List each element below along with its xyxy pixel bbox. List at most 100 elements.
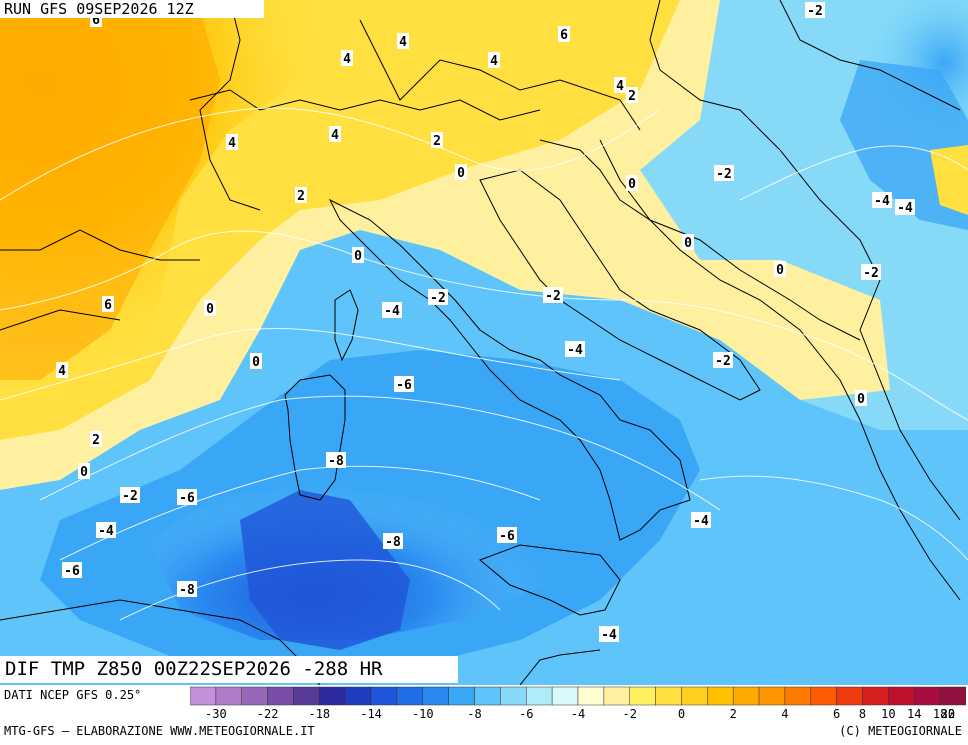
color-scale-tick: -10 xyxy=(411,707,434,721)
color-scale-tick: -6 xyxy=(519,707,534,721)
contour-label: -8 xyxy=(383,533,403,550)
color-scale-swatch xyxy=(190,686,217,706)
contour-label: 4 xyxy=(488,52,500,69)
svg-text:6: 6 xyxy=(92,13,100,28)
color-scale-tick: 0 xyxy=(677,707,686,721)
svg-text:0: 0 xyxy=(354,249,362,264)
isotherms xyxy=(0,107,968,621)
svg-text:4: 4 xyxy=(228,136,236,151)
svg-text:-4: -4 xyxy=(384,304,400,319)
contour-label: -4 xyxy=(895,199,915,216)
contour-label: -2 xyxy=(714,165,734,182)
color-scale-tick: 2 xyxy=(729,707,737,721)
color-scale-tick: -14 xyxy=(360,707,382,721)
contour-label: -4 xyxy=(96,522,116,539)
svg-text:-8: -8 xyxy=(385,535,401,550)
contour-label: 4 xyxy=(397,33,409,50)
svg-text:-6: -6 xyxy=(396,378,412,393)
color-scale-swatch xyxy=(655,686,682,706)
coldest-core xyxy=(240,490,410,650)
color-scale-tick: 22 xyxy=(940,707,956,721)
contour-label: 2 xyxy=(90,431,102,448)
source-label: DATI NCEP GFS 0.25° xyxy=(4,688,142,702)
contour-label: -2 xyxy=(428,289,448,306)
svg-text:-8: -8 xyxy=(328,454,344,469)
svg-text:4: 4 xyxy=(616,79,624,94)
color-scale-tick: 8 xyxy=(858,707,867,721)
color-scale-swatch xyxy=(681,686,708,706)
contour-label: -8 xyxy=(326,452,346,469)
contour-label: -8 xyxy=(177,581,197,598)
svg-text:-4: -4 xyxy=(693,514,709,529)
svg-text:0: 0 xyxy=(628,177,636,192)
contour-label: 4 xyxy=(329,126,341,143)
contour-label: 0 xyxy=(250,353,262,370)
svg-text:-2: -2 xyxy=(430,291,446,306)
contour-label: 0 xyxy=(855,390,867,407)
color-scale-swatch xyxy=(370,686,398,706)
contour-label: -6 xyxy=(62,562,82,579)
color-scale-swatch xyxy=(319,686,346,706)
svg-text:-2: -2 xyxy=(807,4,823,19)
color-scale-tick: 4 xyxy=(781,707,789,721)
svg-text:2: 2 xyxy=(433,134,441,149)
svg-text:-4: -4 xyxy=(601,628,617,643)
svg-text:-8: -8 xyxy=(179,583,195,598)
contour-label: -2 xyxy=(713,352,733,369)
contour-label: -4 xyxy=(872,192,892,209)
contour-label: -6 xyxy=(497,527,517,544)
color-scale xyxy=(190,686,966,706)
color-scale-swatch xyxy=(836,686,863,706)
svg-text:2: 2 xyxy=(92,433,100,448)
svg-text:0: 0 xyxy=(857,392,865,407)
contour-label: -2 xyxy=(861,264,881,281)
svg-text:2: 2 xyxy=(628,89,636,104)
svg-text:-4: -4 xyxy=(98,524,114,539)
color-scale-swatch xyxy=(862,686,889,706)
svg-text:0: 0 xyxy=(776,263,784,278)
footer-copyright: (C) METEOGIORNALE xyxy=(839,724,962,738)
color-scale-swatch xyxy=(732,686,760,706)
contour-label: 6 xyxy=(102,296,114,313)
svg-text:-2: -2 xyxy=(863,266,879,281)
contour-label: 4 xyxy=(226,134,238,151)
color-scale-swatch xyxy=(707,686,734,706)
contour-label: 4 xyxy=(614,77,626,94)
footer-credit: MTG-GFS — ELABORAZIONE WWW.METEOGIORNALE… xyxy=(4,724,315,738)
warm-core-orange xyxy=(0,10,220,380)
map-title: DIF TMP Z850 00Z22SEP2026 -288 HR xyxy=(0,656,458,683)
svg-text:-2: -2 xyxy=(715,354,731,369)
contour-label: -4 xyxy=(599,626,619,643)
svg-text:6: 6 xyxy=(560,28,568,43)
svg-text:0: 0 xyxy=(252,355,260,370)
color-scale-swatch xyxy=(344,686,372,706)
color-scale-swatch xyxy=(474,686,501,706)
contour-label: 0 xyxy=(352,247,364,264)
svg-text:-4: -4 xyxy=(874,194,890,209)
contour-label: 6 xyxy=(558,26,570,43)
color-scale-swatch xyxy=(914,686,941,706)
color-scale-swatch xyxy=(939,686,966,706)
corsica-outline xyxy=(334,289,359,362)
svg-text:4: 4 xyxy=(343,52,351,67)
svg-text:4: 4 xyxy=(331,128,339,143)
contour-label: -6 xyxy=(177,489,197,506)
color-scale-swatch xyxy=(396,686,424,706)
color-scale-tick: 18 xyxy=(932,707,948,721)
svg-text:-4: -4 xyxy=(567,343,583,358)
color-scale-tick: 6 xyxy=(833,707,841,721)
color-scale-tick: 10 xyxy=(881,707,896,721)
color-scale-swatch xyxy=(448,686,475,706)
contour-label: 0 xyxy=(455,164,467,181)
color-scale-swatch xyxy=(526,686,553,706)
svg-text:4: 4 xyxy=(58,364,66,379)
svg-text:0: 0 xyxy=(206,302,214,317)
color-scale-swatch xyxy=(629,686,656,706)
color-scale-swatch xyxy=(784,686,812,706)
contour-label: 0 xyxy=(78,463,90,480)
contour-label: -2 xyxy=(543,287,563,304)
svg-text:-2: -2 xyxy=(122,489,138,504)
contour-label: -4 xyxy=(691,512,711,529)
